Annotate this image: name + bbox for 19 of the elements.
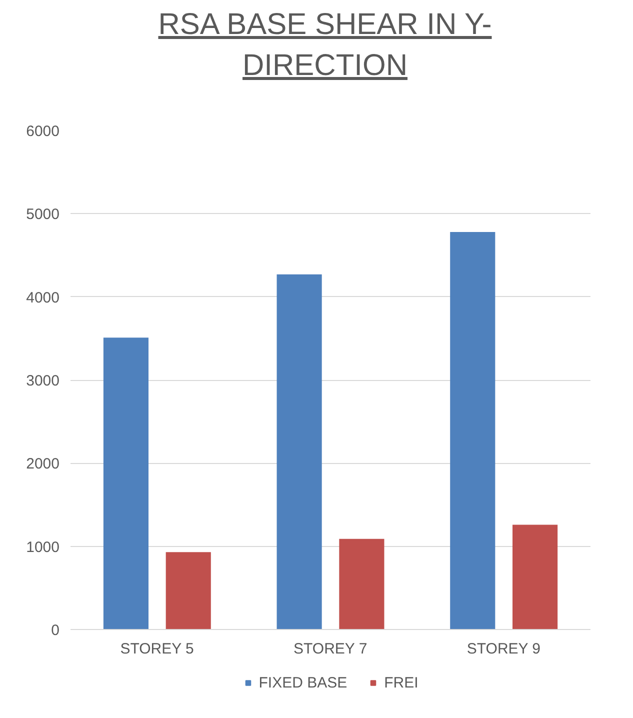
- chart-title: RSA BASE SHEAR IN Y-DIRECTION: [157, 7, 493, 84]
- y-tick-label: 1000: [26, 538, 60, 556]
- bar: [103, 338, 148, 630]
- y-tick-label: 2000: [26, 456, 60, 473]
- x-tick-label: STOREY 7: [294, 640, 368, 658]
- bar: [450, 232, 496, 630]
- y-tick-label: 0: [51, 622, 60, 639]
- y-tick-label: 3000: [26, 372, 60, 390]
- legend-label: FIXED BASE: [258, 674, 348, 691]
- x-tick-label: STOREY 5: [120, 640, 194, 658]
- legend-label: FREI: [384, 674, 418, 691]
- y-tick-label: 5000: [26, 206, 60, 224]
- y-tick-label: 4000: [26, 289, 60, 306]
- bar: [512, 524, 558, 630]
- x-tick-label: STOREY 9: [466, 640, 541, 658]
- bar: [339, 538, 384, 630]
- y-tick-label: 6000: [26, 123, 60, 140]
- bar: [276, 274, 322, 630]
- bar: [166, 552, 211, 630]
